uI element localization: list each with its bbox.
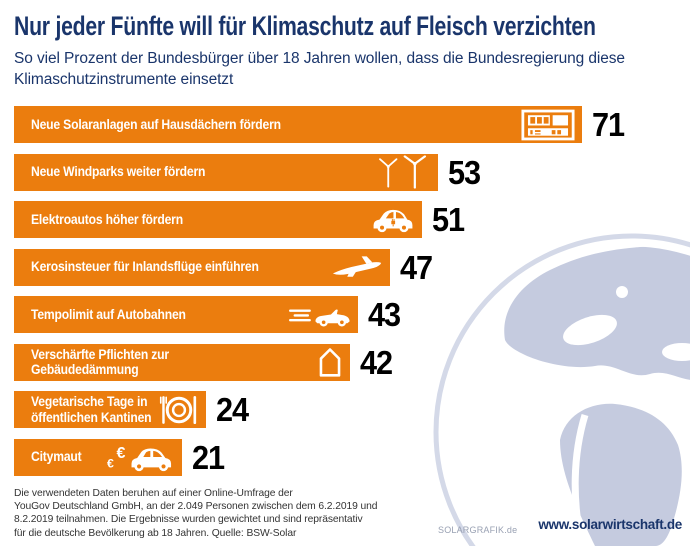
bar-value: 47 — [400, 248, 433, 286]
bar: Neue Windparks weiter fördern — [14, 153, 438, 191]
globe-ring — [433, 233, 690, 546]
globe-landmasses — [504, 246, 690, 546]
plate-cutlery-icon — [159, 394, 199, 426]
bar: Verschärfte Pflichten zur Gebäudedämmung — [14, 343, 350, 381]
footnote-line-2: YouGov Deutschland GmbH, an der 2.049 Pe… — [14, 501, 378, 513]
bar-chart: Neue Solaranlagen auf Hausdächern förder… — [14, 106, 686, 486]
house-icon — [317, 347, 343, 378]
grafik-credit: SOLARGRAFIK.de — [438, 525, 518, 535]
website-url: www.solarwirtschaft.de — [538, 517, 682, 532]
bar-value: 21 — [192, 438, 225, 476]
bar-value: 51 — [432, 201, 465, 238]
footnote-line-3: 8.2.2019 teilnahmen. Die Ergebnisse wurd… — [14, 514, 363, 526]
footnote-line-1: Die verwendeten Daten beruhen auf einer … — [14, 488, 293, 499]
bar: Citymaut € € — [14, 438, 182, 476]
bar-row: Vegetarische Tage in öffentlichen Kantin… — [14, 391, 686, 428]
header: Nur jeder Fünfte will für Klimaschutz au… — [14, 11, 690, 91]
page-title: Nur jeder Fünfte will für Klimaschutz au… — [14, 11, 596, 41]
bar-row: Kerosinsteuer für Inlandsflüge einführen… — [14, 248, 686, 286]
source-footnote: Die verwendeten Daten beruhen auf einer … — [14, 487, 377, 540]
bar: Elektroautos höher fördern — [14, 201, 422, 238]
page-subtitle: So viel Prozent der Bundesbürger über 18… — [14, 48, 690, 91]
electric-car-icon — [371, 206, 415, 233]
wind-turbines-icon — [373, 155, 431, 189]
bar: Kerosinsteuer für Inlandsflüge einführen — [14, 248, 390, 286]
bar-row: Elektroautos höher fördern 51 — [14, 201, 686, 238]
bar-row: Neue Solaranlagen auf Hausdächern förder… — [14, 106, 686, 143]
bar-row: Verschärfte Pflichten zur Gebäudedämmung… — [14, 343, 686, 381]
bar-value: 24 — [216, 391, 249, 428]
bar-value: 53 — [448, 153, 481, 191]
bar-label: Kerosinsteuer für Inlandsflüge einführen — [31, 259, 259, 275]
footnote-line-4: für die deutsche Bevölkerung ab 18 Jahre… — [14, 527, 297, 539]
svg-text:€: € — [107, 456, 114, 470]
bar: Neue Solaranlagen auf Hausdächern förder… — [14, 106, 582, 143]
bar: Vegetarische Tage in öffentlichen Kantin… — [14, 391, 206, 428]
bar-value: 71 — [592, 106, 625, 143]
speeding-car-icon — [289, 302, 351, 328]
solar-building-icon — [521, 109, 575, 141]
bar-row: Tempolimit auf Autobahnen 43 — [14, 296, 686, 333]
bar-label: Neue Solaranlagen auf Hausdächern förder… — [31, 116, 281, 132]
svg-text:€: € — [116, 445, 125, 462]
bar-label: Neue Windparks weiter fördern — [31, 164, 206, 180]
bar-value: 43 — [368, 296, 401, 333]
bar-row: Citymaut € € 21 — [14, 438, 686, 476]
bar: Tempolimit auf Autobahnen — [14, 296, 358, 333]
bar-label: Tempolimit auf Autobahnen — [31, 306, 186, 322]
bar-row: Neue Windparks weiter fördern 53 — [14, 153, 686, 191]
bar-label: Elektroautos höher fördern — [31, 211, 183, 227]
subtitle-line-2: Klimaschutzinstrumente einsetzt — [14, 71, 234, 89]
bar-value: 42 — [360, 343, 393, 381]
bar-label: Verschärfte Pflichten zur Gebäudedämmung — [31, 346, 169, 377]
bar-label: Citymaut — [31, 449, 82, 465]
subtitle-line-1: So viel Prozent der Bundesbürger über 18… — [14, 49, 625, 67]
airplane-icon — [331, 254, 383, 280]
car-euro-toll-icon: € € — [105, 441, 175, 473]
bar-label: Vegetarische Tage in öffentlichen Kantin… — [31, 394, 152, 425]
